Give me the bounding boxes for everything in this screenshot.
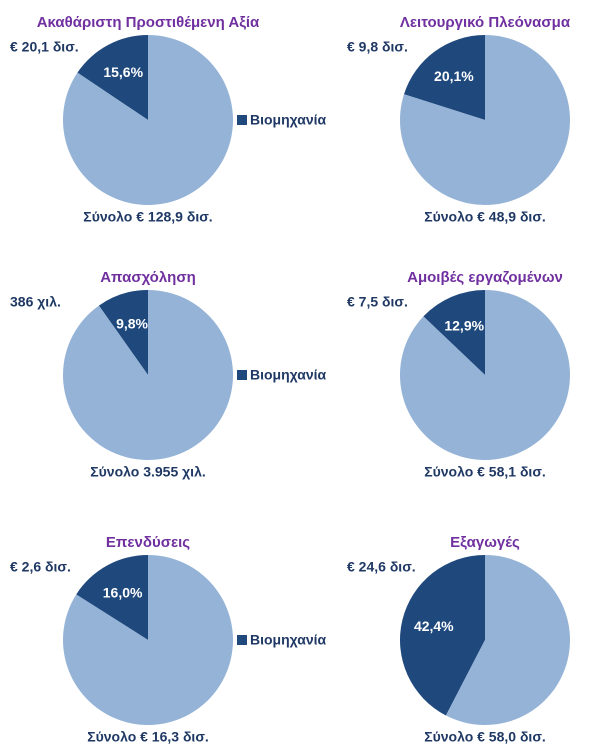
slice-label: 12,9% xyxy=(444,317,484,333)
pie-slice xyxy=(62,290,234,461)
annotation: € 2,6 δισ. xyxy=(10,559,71,575)
slice-label: 42,4% xyxy=(414,618,454,634)
pie-title: Απασχόληση xyxy=(100,269,196,286)
pie-slice xyxy=(400,555,485,716)
legend-label: Βιομηχανία xyxy=(250,112,327,128)
annotation: 386 χιλ. xyxy=(10,294,61,310)
slice-label: 15,6% xyxy=(103,64,143,80)
pie-slice xyxy=(63,35,233,205)
annotation: € 24,6 δισ. xyxy=(347,559,416,575)
pie-slice xyxy=(445,555,570,725)
slice-label: 9,8% xyxy=(116,315,148,331)
legend-swatch xyxy=(237,635,247,645)
pie-title: Επενδύσεις xyxy=(106,534,190,551)
pie-title: Αμοιβές εργαζομένων xyxy=(407,269,563,286)
pie-title: Ακαθάριστη Προστιθέμενη Αξία xyxy=(37,14,260,31)
pie-title: Εξαγωγές xyxy=(450,534,520,551)
legend-swatch xyxy=(237,115,247,125)
total-label: Σύνολο € 58,1 δισ. xyxy=(424,464,546,480)
pie-slice xyxy=(98,290,148,375)
total-label: Σύνολο € 128,9 δισ. xyxy=(83,209,212,225)
pie-slice xyxy=(400,290,570,460)
annotation: € 9,8 δισ. xyxy=(347,39,408,55)
legend-label: Βιομηχανία xyxy=(250,367,327,383)
total-label: Σύνολο € 48,9 δισ. xyxy=(424,209,546,225)
annotation: € 7,5 δισ. xyxy=(347,294,408,310)
legend-label: Βιομηχανία xyxy=(250,632,327,648)
pie-slice xyxy=(403,35,485,120)
pie-title: Λειτουργικό Πλεόνασμα xyxy=(400,14,571,31)
pie-slice xyxy=(423,290,485,375)
pie-slice xyxy=(63,555,234,725)
annotation: € 20,1 δισ. xyxy=(10,39,79,55)
slice-label: 16,0% xyxy=(103,585,143,601)
total-label: Σύνολο 3.955 χιλ. xyxy=(90,464,206,480)
legend-swatch xyxy=(237,370,247,380)
slice-label: 20,1% xyxy=(434,68,474,84)
total-label: Σύνολο € 16,3 δισ. xyxy=(87,729,209,745)
total-label: Σύνολο € 58,0 δισ. xyxy=(424,729,546,745)
pie-slice xyxy=(400,35,570,205)
pie-slice xyxy=(77,35,148,120)
pie-slice xyxy=(76,555,148,640)
